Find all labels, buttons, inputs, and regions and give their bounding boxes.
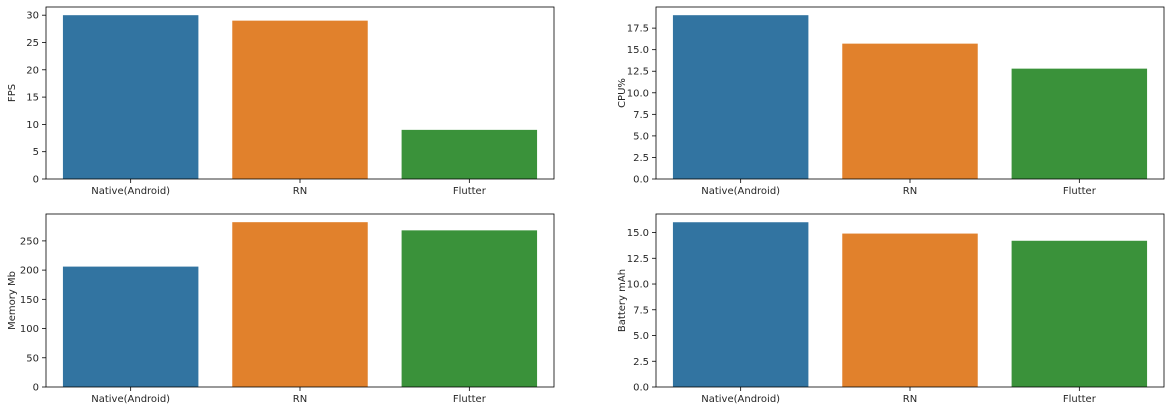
memory-bar-2 [401,230,538,387]
memory-ytick-label: 200 [20,266,39,277]
memory-xtick-label: RN [293,394,307,405]
cpu-ytick-label: 17.5 [627,24,649,35]
cpu-bar-2 [1011,68,1148,179]
memory-ytick-label: 100 [20,324,39,335]
battery-xtick-label: Native(Android) [701,394,780,405]
cpu-chart-svg: 0.0 2.5 5.0 7.5 10.0 12.5 15.0 17.5 Native(Andro… [617,6,1165,197]
cpu-ytick-label: 0.0 [633,175,649,186]
battery-ytick-label: 15.0 [627,228,649,239]
memory-chart: 0 50 100 150 200 250 Native(Android) RN Flutter M… [0,213,556,417]
fps-ytick-label: 20 [26,65,39,76]
fps-ytick-label: 30 [26,11,39,22]
memory-xtick-label: Flutter [453,394,487,405]
battery-chart-svg: 0.0 2.5 5.0 7.5 10.0 12.5 15.0 Native(Android) R… [617,213,1165,405]
battery-ytick-label: 7.5 [633,305,649,316]
battery-xtick-label: RN [903,394,917,405]
cpu-ytick-label: 12.5 [627,67,649,78]
memory-xtick-label: Native(Android) [91,394,170,405]
fps-ytick-label: 10 [26,120,39,131]
battery-xtick-label: Flutter [1063,394,1097,405]
cpu-ytick-label: 7.5 [633,110,649,121]
battery-ylabel: Battery mAh [617,269,628,332]
fps-bar-2 [401,129,538,179]
cpu-chart: 0.0 2.5 5.0 7.5 10.0 12.5 15.0 17.5 Native(Andro… [606,6,1166,209]
memory-bar-0 [62,266,199,387]
memory-ytick-label: 250 [20,236,39,247]
fps-xtick-label: RN [293,186,307,197]
battery-ytick-label: 0.0 [633,383,649,394]
battery-bar-0 [672,222,809,387]
fps-xtick-label: Flutter [453,186,487,197]
battery-ytick-label: 2.5 [633,357,649,368]
cpu-ytick-label: 10.0 [627,88,649,99]
fps-ytick-label: 0 [33,175,39,186]
battery-bar-1 [842,233,978,387]
memory-bar-1 [232,222,368,387]
cpu-xtick-label: Native(Android) [701,186,780,197]
memory-chart-svg: 0 50 100 150 200 250 Native(Android) RN Flutter M… [7,213,555,405]
fps-ylabel: FPS [7,84,18,102]
cpu-xtick-label: Flutter [1063,186,1097,197]
fps-bar-0 [62,15,199,179]
memory-ytick-label: 150 [20,295,39,306]
fps-ytick-label: 5 [33,147,39,158]
battery-ytick-label: 10.0 [627,280,649,291]
cpu-ytick-label: 15.0 [627,45,649,56]
cpu-ytick-label: 2.5 [633,153,649,164]
memory-ytick-label: 0 [33,383,39,394]
battery-ytick-label: 5.0 [633,331,649,342]
fps-chart: 0 5 10 15 20 25 30 Native(Android) RN Flutter FPS [0,6,556,209]
battery-bar-2 [1011,240,1148,387]
fps-bar-1 [232,20,368,180]
fps-ytick-label: 15 [26,93,39,104]
cpu-ylabel: CPU% [617,78,628,108]
memory-ytick-label: 50 [26,353,39,364]
memory-ylabel: Memory Mb [7,271,18,330]
cpu-ytick-label: 5.0 [633,131,649,142]
fps-ytick-label: 25 [26,38,39,49]
cpu-bar-0 [672,15,809,179]
fps-xtick-label: Native(Android) [91,186,170,197]
fps-chart-svg: 0 5 10 15 20 25 30 Native(Android) RN Flutter FPS [7,6,555,197]
battery-ytick-label: 12.5 [627,254,649,265]
battery-chart: 0.0 2.5 5.0 7.5 10.0 12.5 15.0 Native(Android) R… [606,213,1166,417]
cpu-bar-1 [842,43,978,179]
cpu-xtick-label: RN [903,186,917,197]
